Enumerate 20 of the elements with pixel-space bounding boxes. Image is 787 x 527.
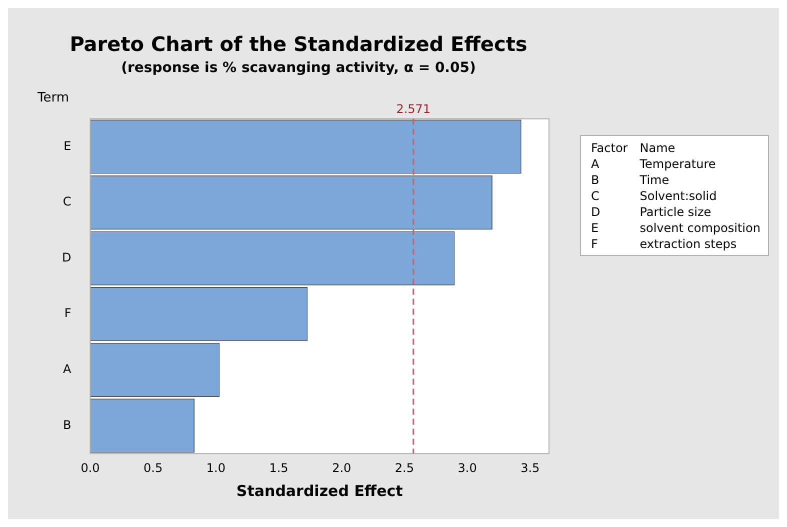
chart-title: Pareto Chart of the Standardized Effects bbox=[70, 32, 528, 56]
y-tick-label: D bbox=[62, 250, 72, 264]
y-tick-label: B bbox=[63, 418, 72, 432]
x-tick-label: 1.0 bbox=[206, 460, 226, 475]
y-tick-label: E bbox=[64, 138, 72, 153]
x-tick-label: 3.0 bbox=[458, 460, 477, 475]
y-tick-label: F bbox=[64, 306, 72, 320]
x-tick-label: 0.5 bbox=[144, 460, 163, 475]
y-tick-label: C bbox=[62, 194, 72, 209]
factor-key: Factor Name A Temperature B Time C Solvent:solid D Particle size E solvent composition F extraction steps bbox=[580, 135, 770, 256]
ref-line-label: 2.571 bbox=[396, 102, 431, 116]
x-axis-title: Standardized Effect bbox=[236, 482, 403, 500]
chart-subtitle: (response is % scavanging activity, α = 0.05) bbox=[121, 60, 476, 76]
x-tick-label: 0.0 bbox=[80, 460, 100, 475]
x-tick-label: 2.0 bbox=[332, 460, 352, 475]
x-tick-label: 2.5 bbox=[394, 460, 414, 475]
x-tick-label: 1.5 bbox=[269, 460, 288, 475]
y-axis-title: Term bbox=[36, 90, 69, 106]
x-tick-label: 3.5 bbox=[520, 460, 540, 475]
y-tick-label: A bbox=[63, 362, 72, 376]
